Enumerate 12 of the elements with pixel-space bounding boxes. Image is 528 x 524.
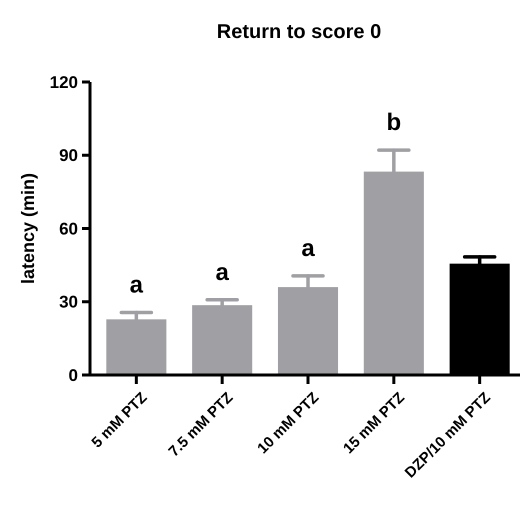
y-tick-label: 120	[50, 72, 78, 92]
y-axis-title: latency (min)	[18, 172, 38, 284]
y-tick-label: 60	[59, 219, 78, 238]
annotation: b	[386, 109, 402, 136]
y-tick-label: 0	[68, 366, 78, 385]
bar	[192, 305, 252, 375]
annotation: a	[301, 234, 316, 262]
chart-title: Return to score 0	[216, 21, 382, 43]
annotation: a	[215, 258, 230, 286]
annotation: a	[130, 271, 144, 298]
y-tick-label: 90	[59, 146, 78, 166]
y-tick-label: 30	[59, 292, 78, 312]
